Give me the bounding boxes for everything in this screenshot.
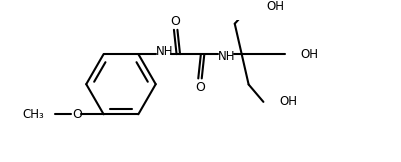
Text: O: O xyxy=(170,15,180,28)
Text: O: O xyxy=(71,108,81,121)
Text: NH: NH xyxy=(218,50,235,63)
Text: O: O xyxy=(194,81,205,94)
Text: OH: OH xyxy=(265,0,283,13)
Text: OH: OH xyxy=(300,48,318,61)
Text: NH: NH xyxy=(155,45,173,58)
Text: OH: OH xyxy=(278,95,296,108)
Text: CH₃: CH₃ xyxy=(23,108,45,121)
